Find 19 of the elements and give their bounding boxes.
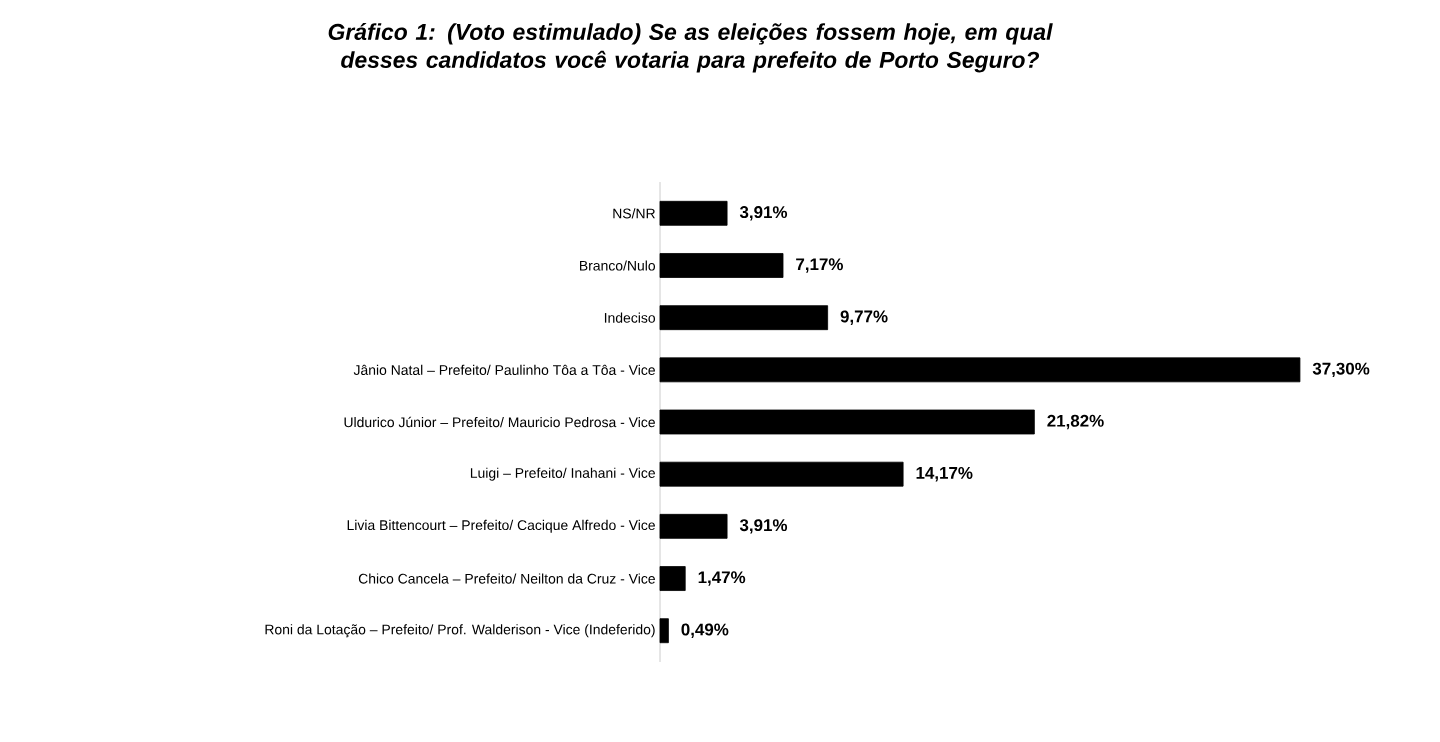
bar xyxy=(659,357,1301,383)
data-label: 3,91% xyxy=(739,519,788,534)
data-label: 21,82% xyxy=(1047,414,1104,430)
data-label: 9,77% xyxy=(840,310,888,325)
bar xyxy=(659,618,669,644)
bar xyxy=(659,200,728,226)
data-label: 3,91% xyxy=(739,206,788,221)
data-label: 0,49% xyxy=(681,623,729,638)
data-label: 14,17% xyxy=(916,466,973,482)
bar xyxy=(659,305,829,331)
bar xyxy=(659,566,686,591)
bar xyxy=(659,461,904,487)
data-label: 37,30% xyxy=(1312,362,1370,378)
data-label: 7,17% xyxy=(796,258,843,273)
bar xyxy=(659,513,728,539)
data-label: 1,47% xyxy=(698,571,746,586)
bar xyxy=(659,253,784,278)
chart-title: Gráfico 1: (Voto estimulado) Se as eleições fossem hoje, em qual desses candidatos você votaria para prefeito de Porto Seguro? xyxy=(328,23,1053,73)
bar xyxy=(659,409,1035,435)
